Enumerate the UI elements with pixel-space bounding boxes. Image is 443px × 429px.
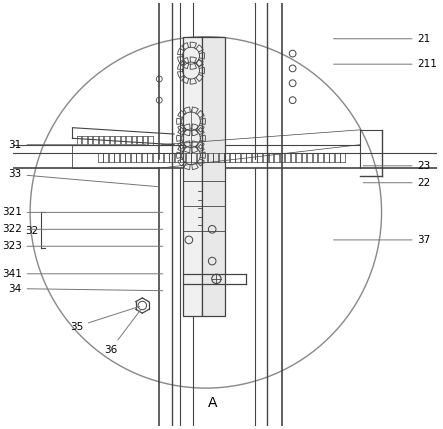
Text: 323: 323 bbox=[2, 241, 163, 251]
Text: 22: 22 bbox=[363, 178, 431, 188]
Text: 33: 33 bbox=[8, 169, 159, 187]
Text: 23: 23 bbox=[363, 161, 431, 171]
Text: 321: 321 bbox=[2, 207, 163, 218]
Text: 211: 211 bbox=[334, 59, 437, 69]
Text: 32: 32 bbox=[25, 226, 39, 236]
Text: 31: 31 bbox=[8, 139, 146, 150]
Text: 34: 34 bbox=[8, 284, 163, 293]
Text: 37: 37 bbox=[334, 235, 431, 245]
Bar bbox=[183, 36, 202, 316]
Text: A: A bbox=[207, 396, 217, 410]
Text: 341: 341 bbox=[2, 269, 163, 279]
Text: 21: 21 bbox=[334, 34, 431, 44]
Text: 36: 36 bbox=[104, 310, 140, 355]
Text: 35: 35 bbox=[70, 306, 140, 332]
Text: 322: 322 bbox=[2, 224, 163, 234]
Bar bbox=[202, 36, 225, 316]
